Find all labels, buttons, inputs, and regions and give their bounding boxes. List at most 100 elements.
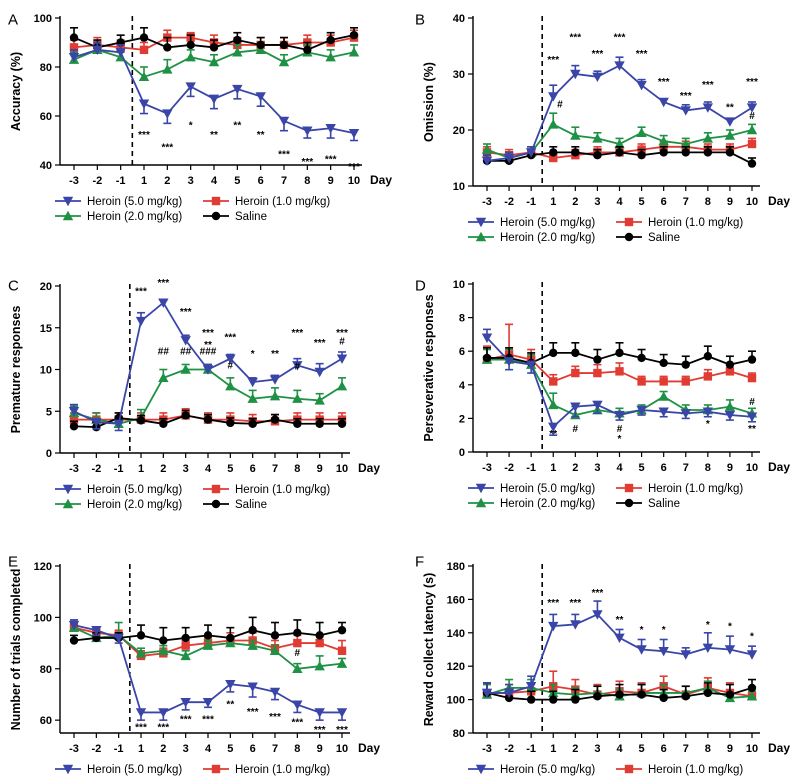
legend-label: Saline: [648, 498, 680, 510]
legend: Heroin (5.0 mg/kg) Heroin (1.0 mg/kg) Hero…: [468, 483, 743, 510]
data-point: [225, 679, 236, 690]
legend: Heroin (5.0 mg/kg) Heroin (1.0 mg/kg) Hero…: [468, 217, 743, 244]
data-point: [614, 61, 625, 71]
legend-marker: [211, 484, 221, 494]
data-point: [571, 368, 580, 378]
x-tick-label: -1: [114, 463, 124, 475]
data-point: [270, 415, 280, 424]
data-point: [571, 695, 580, 704]
legend-marker: [211, 499, 221, 509]
x-axis-label: Day: [768, 460, 790, 474]
legend-label: Heroin (1.0 mg/kg): [235, 764, 330, 776]
data-point: [615, 348, 624, 358]
data-point: [180, 364, 191, 374]
data-point: [208, 56, 220, 67]
chart-panel-f: F 80 100 120 140 160 180 Reward collect latency…: [415, 553, 790, 779]
panel-letter: F: [415, 553, 424, 570]
x-tick-label: -1: [526, 196, 536, 208]
y-axis-label: Reward collect latency (s): [422, 573, 436, 727]
x-tick-label: 10: [746, 743, 758, 755]
data-point: [658, 97, 669, 108]
data-point: [725, 367, 735, 376]
x-tick-label: -3: [482, 743, 492, 755]
y-axis-label: Accuracy (%): [9, 52, 23, 131]
data-point: [702, 133, 714, 143]
significance-label: #: [228, 361, 234, 372]
y-axis-label: Number of trials completed: [9, 569, 23, 731]
data-point: [724, 117, 736, 127]
chart-panel-c: C 0 5 10 15 20 Premature responses -3 -2 -1 1 2 3 4 5 6…: [8, 277, 380, 511]
series-heroin5: [68, 619, 348, 721]
legend-marker: [475, 217, 487, 228]
x-tick-label: 8: [294, 463, 300, 475]
legend-marker: [62, 210, 74, 221]
x-tick-label: 10: [336, 463, 348, 475]
data-point: [69, 43, 79, 52]
significance-label: ***: [592, 49, 604, 60]
data-point: [349, 30, 359, 40]
data-point: [725, 148, 735, 157]
significance-label: ***: [336, 725, 348, 736]
legend-item-heroin2: Heroin (2.0 mg/kg): [55, 498, 182, 511]
y-tick-label: 0: [459, 447, 465, 459]
data-point: [592, 72, 603, 82]
x-tick-label: 1: [550, 743, 556, 755]
legend-item-heroin2: Heroin (2.0 mg/kg): [55, 210, 182, 223]
data-point: [548, 92, 559, 102]
significance-label: *: [251, 349, 255, 360]
series-saline: [69, 26, 359, 55]
data-point: [481, 144, 493, 154]
data-point: [158, 372, 169, 383]
y-tick-label: 30: [453, 69, 465, 81]
y-tick-label: 80: [40, 62, 52, 74]
legend: Heroin (5.0 mg/kg) Heroin (1.0 mg/kg) Hero…: [55, 196, 330, 223]
x-tick-label: 2: [572, 743, 578, 755]
y-tick-label: 10: [453, 279, 465, 291]
x-tick-label: 5: [234, 175, 240, 187]
data-point: [292, 700, 303, 710]
data-point: [746, 103, 758, 113]
significance-label: ***: [224, 332, 236, 343]
legend-marker: [475, 231, 487, 242]
legend-marker: [211, 211, 221, 221]
data-point: [336, 658, 348, 668]
x-tick-label: 4: [616, 462, 623, 474]
legend-item-heroin1: Heroin (1.0 mg/kg): [203, 484, 330, 496]
data-point: [92, 45, 103, 56]
x-tick-label: 2: [164, 175, 170, 187]
data-point: [658, 407, 669, 417]
data-point: [570, 620, 581, 630]
y-tick-label: 180: [447, 561, 465, 573]
significance-label: **: [616, 615, 624, 626]
x-tick-label: 4: [211, 175, 218, 187]
y-tick-label: 140: [447, 628, 465, 640]
data-point: [548, 119, 559, 129]
data-point: [724, 645, 736, 655]
legend-marker: [624, 764, 634, 774]
x-tick-label: 10: [746, 196, 758, 208]
y-tick-label: 60: [40, 715, 52, 727]
data-point: [163, 43, 172, 52]
legend-marker: [62, 498, 74, 509]
y-tick-label: 2: [459, 413, 465, 425]
significance-label: *: [706, 419, 710, 430]
legend-label: Heroin (2.0 mg/kg): [500, 498, 595, 510]
data-point: [209, 43, 219, 52]
significance-label: *: [189, 120, 193, 131]
y-tick-label: 100: [447, 695, 465, 707]
legend-item-saline: Saline: [203, 211, 267, 223]
legend-item-heroin1: Heroin (1.0 mg/kg): [203, 196, 330, 208]
x-tick-label: -2: [92, 175, 102, 187]
significance-label: **: [257, 130, 265, 141]
panel-letter: D: [415, 277, 426, 294]
data-point: [482, 353, 492, 363]
significance-label: ##: [180, 346, 192, 357]
data-point: [202, 365, 214, 375]
significance-label: ***: [247, 707, 259, 718]
significance-label: ***: [301, 157, 313, 168]
significance-label: ***: [658, 77, 670, 88]
x-tick-label: -1: [114, 743, 124, 755]
data-point: [681, 360, 690, 369]
data-point: [278, 56, 290, 67]
data-point: [180, 650, 191, 661]
